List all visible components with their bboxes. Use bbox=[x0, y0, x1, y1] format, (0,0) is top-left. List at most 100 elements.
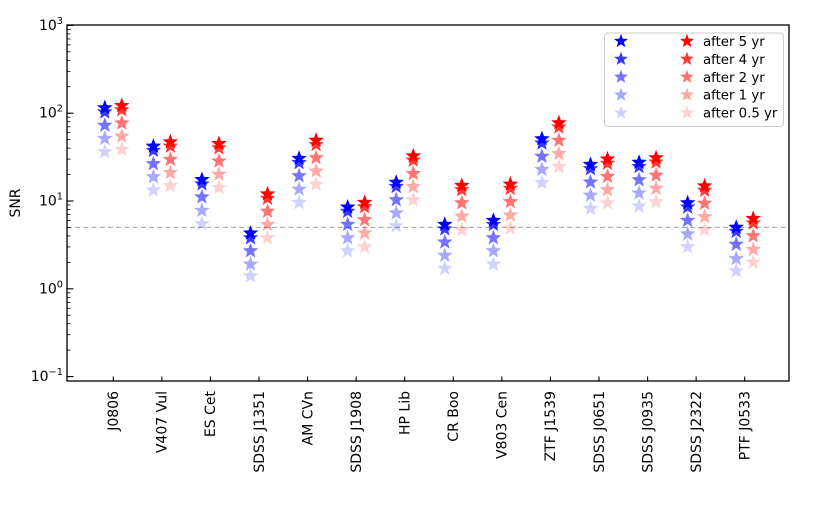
plot-border bbox=[66, 24, 790, 382]
star-marker-red bbox=[502, 206, 519, 222]
x-tick-label: SDSS J1351 bbox=[252, 391, 268, 473]
x-tick-label: AM CVn bbox=[300, 391, 316, 445]
y-tick-label: 103 bbox=[39, 16, 63, 34]
star-marker-blue bbox=[194, 171, 210, 187]
star-marker-red bbox=[356, 194, 373, 210]
star-marker-blue bbox=[631, 158, 647, 174]
star-marker-red bbox=[551, 118, 567, 134]
star-marker-blue bbox=[582, 200, 599, 216]
star-marker-red bbox=[211, 179, 227, 195]
star-marker-red bbox=[502, 220, 519, 235]
star-marker-red bbox=[599, 168, 616, 184]
star-marker-blue bbox=[388, 217, 405, 233]
star-marker-red bbox=[648, 193, 664, 209]
y-tick-label: 102 bbox=[39, 104, 63, 122]
y-tick-label: 10−1 bbox=[31, 367, 63, 385]
star-marker-red bbox=[259, 216, 276, 232]
star-marker-red bbox=[551, 158, 567, 174]
star-marker-blue bbox=[291, 194, 307, 210]
star-marker-blue bbox=[679, 199, 696, 214]
star-marker-red bbox=[114, 101, 130, 117]
star-marker-red bbox=[453, 208, 470, 223]
star-marker-red bbox=[696, 195, 713, 210]
star-marker-blue bbox=[97, 117, 113, 132]
star-marker-blue bbox=[436, 260, 453, 276]
legend-blue-star-icon bbox=[614, 105, 628, 119]
star-marker-blue bbox=[242, 224, 259, 240]
star-marker-blue bbox=[97, 143, 113, 159]
star-marker-red bbox=[308, 176, 324, 191]
star-marker-blue bbox=[679, 238, 696, 254]
star-marker-blue bbox=[436, 233, 453, 249]
star-marker-red bbox=[259, 185, 276, 201]
star-marker-red bbox=[162, 133, 179, 149]
star-marker-red bbox=[356, 224, 373, 240]
star-marker-blue bbox=[631, 171, 647, 187]
star-marker-blue bbox=[679, 194, 696, 210]
legend-entry-label: after 1 yr bbox=[703, 89, 765, 104]
star-marker-red bbox=[162, 138, 179, 153]
star-marker-red bbox=[745, 214, 762, 230]
star-marker-blue bbox=[485, 212, 502, 228]
star-marker-blue bbox=[388, 191, 405, 207]
star-marker-blue bbox=[728, 236, 745, 252]
star-marker-blue bbox=[388, 204, 405, 220]
x-tick-label: V407 Vul bbox=[155, 391, 171, 453]
star-marker-blue bbox=[728, 219, 745, 235]
legend-blue-star-icon bbox=[614, 87, 628, 101]
star-marker-red bbox=[259, 229, 276, 245]
star-marker-blue bbox=[436, 220, 453, 236]
star-marker-red bbox=[745, 210, 762, 226]
star-marker-blue bbox=[631, 198, 647, 213]
star-marker-red bbox=[211, 166, 227, 182]
star-marker-blue bbox=[436, 247, 453, 263]
star-marker-blue bbox=[534, 174, 550, 190]
x-tick-label: V803 Cen bbox=[495, 391, 511, 459]
star-marker-red bbox=[648, 167, 664, 182]
legend-red-star-icon bbox=[680, 87, 694, 101]
star-marker-red bbox=[745, 254, 762, 269]
star-marker-blue bbox=[728, 262, 745, 278]
star-marker-blue bbox=[194, 202, 210, 218]
star-marker-blue bbox=[339, 199, 356, 214]
star-marker-red bbox=[599, 194, 616, 210]
x-tick-label: HP Lib bbox=[398, 391, 414, 435]
star-marker-red bbox=[696, 208, 713, 224]
star-marker-blue bbox=[145, 181, 162, 197]
legend-red-star-icon bbox=[680, 105, 694, 119]
star-marker-red bbox=[405, 165, 422, 181]
star-marker-red bbox=[308, 149, 324, 165]
star-marker-red bbox=[502, 176, 519, 191]
star-marker-red bbox=[599, 181, 616, 197]
star-marker-red bbox=[648, 180, 664, 196]
star-marker-red bbox=[405, 191, 422, 207]
star-marker-red bbox=[453, 194, 470, 210]
x-tick-label: J0806 bbox=[106, 391, 122, 432]
star-marker-blue bbox=[485, 242, 502, 258]
star-marker-red bbox=[551, 132, 567, 148]
star-marker-blue bbox=[194, 215, 210, 231]
star-marker-red bbox=[162, 177, 179, 193]
star-marker-red bbox=[308, 136, 324, 152]
star-marker-blue bbox=[679, 212, 696, 228]
star-marker-red bbox=[599, 150, 616, 166]
star-marker-red bbox=[648, 153, 664, 169]
star-marker-blue bbox=[339, 242, 356, 258]
y-axis-label: SNR bbox=[8, 188, 24, 217]
star-marker-blue bbox=[631, 184, 647, 200]
star-marker-blue bbox=[582, 187, 599, 202]
legend-entry-label: after 2 yr bbox=[703, 71, 765, 86]
x-tick-label: CR Boo bbox=[446, 391, 462, 442]
star-marker-red bbox=[211, 135, 227, 151]
star-marker-blue bbox=[485, 229, 502, 245]
star-marker-red bbox=[405, 178, 422, 194]
star-marker-blue bbox=[97, 99, 113, 115]
star-marker-red bbox=[453, 177, 470, 193]
star-marker-red bbox=[259, 203, 276, 219]
star-marker-red bbox=[211, 139, 227, 155]
star-marker-blue bbox=[291, 167, 307, 183]
star-marker-blue bbox=[485, 256, 502, 271]
star-marker-red bbox=[745, 241, 762, 257]
star-marker-blue bbox=[534, 161, 550, 177]
x-tick-label: ES Cet bbox=[203, 390, 219, 437]
